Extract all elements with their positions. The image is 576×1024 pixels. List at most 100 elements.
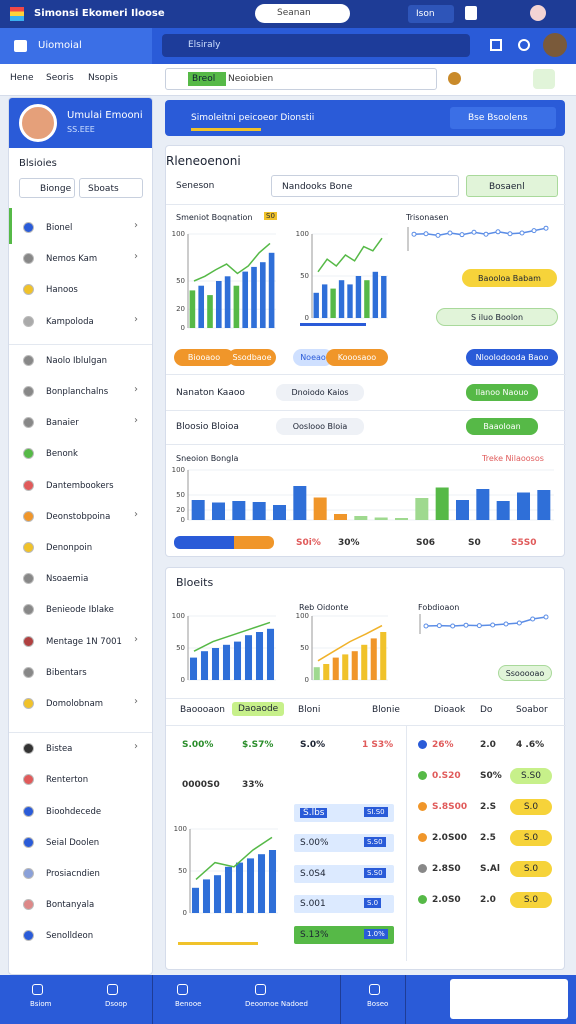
menu-item[interactable]: Benieode Iblake xyxy=(46,605,114,616)
column-header[interactable]: Do xyxy=(480,705,493,715)
avatar[interactable] xyxy=(530,5,546,21)
menu-item[interactable]: Bionel xyxy=(46,223,73,233)
icon[interactable] xyxy=(465,6,477,20)
tab[interactable]: Nsopis xyxy=(88,73,118,83)
tab[interactable]: Seoris xyxy=(46,73,74,83)
nav-icon[interactable] xyxy=(369,984,380,995)
pill[interactable]: Biooaoo xyxy=(174,349,234,366)
menu-item[interactable]: Bibentars xyxy=(46,667,87,678)
action-box[interactable] xyxy=(450,979,568,1019)
menu-icon[interactable] xyxy=(23,774,34,786)
menu-icon[interactable] xyxy=(23,354,34,366)
nav-icon[interactable] xyxy=(107,984,118,995)
nav-item[interactable]: Dsoop xyxy=(105,1000,128,1008)
nav-icon[interactable] xyxy=(32,984,43,995)
icon[interactable] xyxy=(490,39,502,51)
bar xyxy=(381,276,387,318)
menu-item[interactable]: Renterton xyxy=(46,775,89,786)
nav-icon[interactable] xyxy=(177,984,188,995)
pill[interactable]: Nloolodooda Baoo xyxy=(466,349,558,366)
menu-item[interactable]: Bonplanchalns xyxy=(46,387,109,397)
select[interactable]: Nandooks Bone xyxy=(271,175,459,197)
menu-item[interactable]: Senolldeon xyxy=(46,931,94,942)
menu-item[interactable]: Hanoos xyxy=(46,285,78,296)
pill[interactable]: Ssodbaoe xyxy=(228,349,276,366)
point xyxy=(490,622,496,628)
icon[interactable] xyxy=(533,69,555,89)
tab[interactable]: Hene xyxy=(10,73,34,83)
menu-icon[interactable] xyxy=(23,868,34,879)
y-tick-label: 100 xyxy=(296,230,309,238)
nav-item[interactable]: Deoomoe Nadoed xyxy=(245,1000,308,1008)
menu-icon[interactable] xyxy=(23,510,34,522)
search[interactable]: Elsiraly xyxy=(162,34,470,57)
pill[interactable]: Noeao xyxy=(293,349,333,366)
bar xyxy=(189,290,196,328)
menu-icon[interactable] xyxy=(23,836,34,848)
menu-icon[interactable] xyxy=(23,805,34,817)
icon[interactable] xyxy=(518,39,530,51)
menu-item[interactable]: Kampoloda xyxy=(46,316,94,327)
menu-icon[interactable] xyxy=(23,604,34,616)
menu-item[interactable]: Nsoaemia xyxy=(46,574,89,585)
pill[interactable]: Kooosaoo xyxy=(326,349,388,366)
menu-item[interactable]: Bioohdecede xyxy=(46,806,102,817)
menu-icon[interactable] xyxy=(23,284,34,296)
menu-icon[interactable] xyxy=(23,479,34,491)
search[interactable]: Seanan xyxy=(255,4,350,23)
menu-item[interactable]: Domolobnam xyxy=(46,699,104,709)
column-header[interactable]: Soabor xyxy=(516,705,548,715)
menu-item[interactable]: Mentage 1N 7001 xyxy=(46,636,122,647)
menu-icon[interactable] xyxy=(23,743,34,755)
banner-button[interactable]: Bse Bsoolens xyxy=(450,107,556,129)
column-header[interactable]: Baoooaon xyxy=(180,705,225,715)
menu-icon[interactable] xyxy=(23,222,34,233)
menu-icon[interactable] xyxy=(23,573,34,585)
nav-item[interactable]: Boseo xyxy=(367,1000,389,1008)
menu-icon[interactable] xyxy=(23,253,34,265)
menu-icon[interactable] xyxy=(23,417,34,429)
menu-item[interactable]: Nemos Kam xyxy=(46,254,98,265)
action[interactable]: Ilanoo Naouo xyxy=(466,384,538,401)
menu-item[interactable]: Denonpoin xyxy=(46,543,93,553)
menu-icon[interactable] xyxy=(23,542,34,553)
chip[interactable]: Bosaenl xyxy=(466,175,558,197)
chip[interactable]: Dnoiodo Kaios xyxy=(276,384,364,401)
menu-icon[interactable] xyxy=(23,666,34,678)
menu-icon[interactable] xyxy=(23,899,34,911)
button[interactable]: Ison xyxy=(408,5,454,23)
column-header[interactable]: Bloni xyxy=(298,705,321,715)
menu-icon[interactable] xyxy=(23,698,34,709)
nav-icon[interactable] xyxy=(255,984,266,995)
filter-chip[interactable]: Breol xyxy=(188,72,226,86)
menu-item[interactable]: Benonk xyxy=(46,449,78,460)
menu-item[interactable]: Seial Doolen xyxy=(46,837,100,848)
menu-item[interactable]: Bontanyala xyxy=(46,900,95,911)
menu-icon[interactable] xyxy=(23,930,34,942)
pill[interactable]: Ssooooao xyxy=(498,665,552,681)
menu-item[interactable]: Banaier xyxy=(46,418,79,429)
menu-item[interactable]: Bistea xyxy=(46,744,73,755)
chip[interactable]: Ooslooo Bloia xyxy=(276,418,364,435)
menu-icon[interactable] xyxy=(23,448,34,460)
column-header[interactable]: Daoaode xyxy=(232,702,285,716)
nav-item[interactable]: Bsiom xyxy=(30,1000,52,1008)
menu-item[interactable]: Prosiacndien xyxy=(46,869,100,879)
nav-item[interactable]: Benooe xyxy=(175,1000,202,1008)
action[interactable]: Baaoloan xyxy=(466,418,538,435)
menu-item[interactable]: Dantembookers xyxy=(46,480,114,491)
menu-icon[interactable] xyxy=(23,635,34,647)
menu-item[interactable]: Naolo Iblulgan xyxy=(46,355,108,366)
menu-icon[interactable] xyxy=(23,386,34,397)
avatar[interactable] xyxy=(543,33,567,57)
bar xyxy=(233,285,240,328)
column-header[interactable]: Dioaok xyxy=(434,705,466,715)
column-header[interactable]: Blonie xyxy=(372,705,400,715)
cell: S.S0 xyxy=(364,867,386,878)
line xyxy=(413,227,547,237)
icon[interactable] xyxy=(448,72,461,85)
menu-item[interactable]: Deonstobpoina xyxy=(46,511,111,522)
filter[interactable]: Bionge xyxy=(19,178,75,198)
filter[interactable]: Sboats xyxy=(79,178,143,198)
menu-icon[interactable] xyxy=(23,315,34,327)
